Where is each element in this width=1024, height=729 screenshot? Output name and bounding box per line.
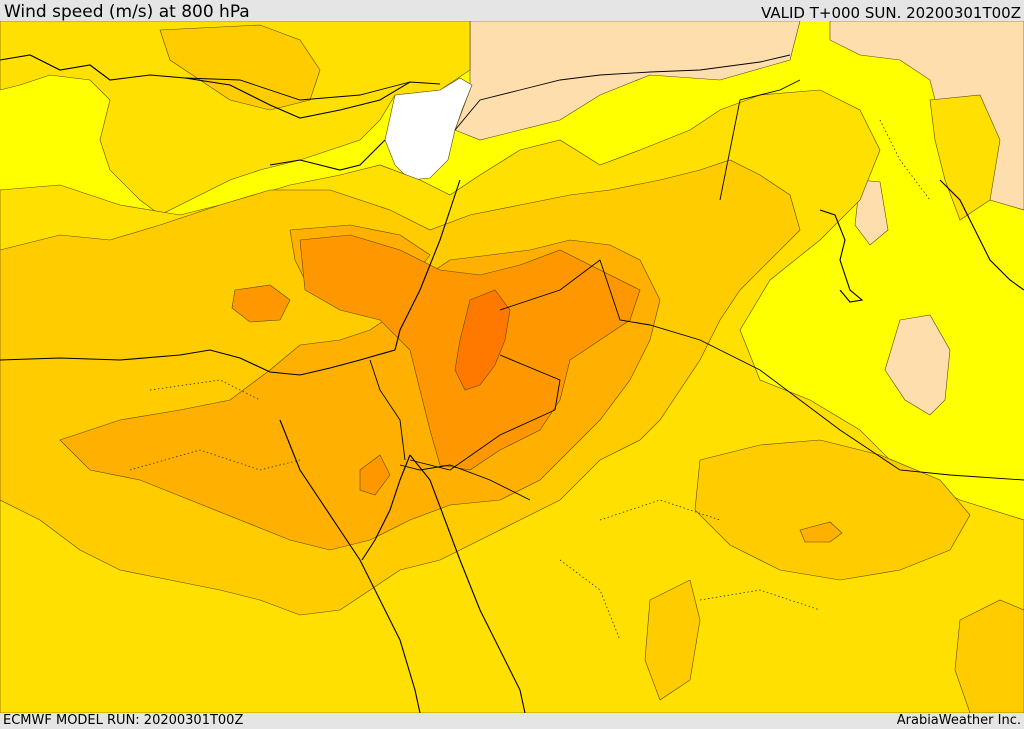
internal-boundaries bbox=[129, 119, 931, 641]
band-dark-orange-west bbox=[231, 284, 291, 323]
band-tan-east-1 bbox=[884, 314, 951, 416]
coastline-caspian bbox=[819, 209, 864, 303]
credit-label: ArabiaWeather Inc. bbox=[896, 713, 1021, 728]
coastline-north bbox=[0, 54, 441, 171]
band-amber-southeast bbox=[694, 439, 971, 581]
coastline-levant bbox=[394, 179, 461, 351]
coastline-egypt bbox=[0, 349, 396, 376]
band-gold-east bbox=[929, 94, 1001, 221]
footer-bar: ECMWF MODEL RUN: 20200301T00Z ArabiaWeat… bbox=[0, 713, 1024, 729]
band-dark-orange-sinai bbox=[359, 454, 391, 496]
band-amber-south bbox=[644, 579, 701, 701]
valid-time: VALID T+000 SUN. 20200301T00Z bbox=[761, 4, 1021, 22]
wind-speed-map[interactable] bbox=[0, 21, 1024, 713]
band-gold-main bbox=[0, 21, 471, 216]
coastline-aqaba bbox=[361, 454, 526, 713]
chart-title: Wind speed (m/s) at 800 hPa bbox=[4, 2, 250, 22]
band-tan-east-2 bbox=[854, 179, 889, 246]
coastline-gulf bbox=[939, 179, 1024, 291]
band-max-core bbox=[454, 289, 511, 391]
model-run-label: ECMWF MODEL RUN: 20200301T00Z bbox=[3, 713, 244, 728]
band-amber-south2 bbox=[954, 599, 1024, 713]
band-orange-east bbox=[799, 521, 843, 543]
band-white-north bbox=[384, 77, 473, 181]
coastline-red-sea bbox=[279, 419, 421, 713]
band-amber-north bbox=[159, 24, 321, 111]
title-bar: Wind speed (m/s) at 800 hPa VALID T+000 … bbox=[0, 0, 1024, 22]
map-canvas bbox=[0, 21, 1024, 713]
borders bbox=[184, 54, 1024, 501]
